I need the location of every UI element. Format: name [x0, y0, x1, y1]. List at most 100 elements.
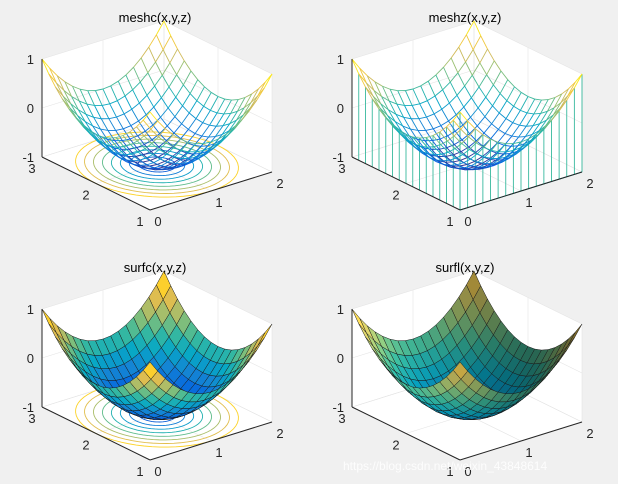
mesh-line	[166, 153, 175, 158]
mesh-line	[203, 141, 212, 145]
mesh-line	[425, 128, 434, 131]
mesh-line	[177, 48, 185, 62]
mesh-line	[529, 135, 538, 143]
mesh-line	[165, 134, 174, 144]
mesh-line	[145, 157, 154, 164]
mesh-line	[215, 125, 224, 137]
mesh-line	[236, 97, 246, 112]
mesh-line	[256, 87, 265, 101]
mesh-line	[442, 89, 450, 104]
mesh-line	[146, 85, 155, 96]
mesh-line	[531, 130, 540, 135]
mesh-line	[237, 107, 245, 112]
mesh-line	[486, 60, 495, 75]
mesh-line	[193, 145, 202, 155]
mesh-line	[475, 146, 484, 153]
mesh-line	[485, 96, 493, 107]
mesh-line	[471, 62, 481, 76]
mesh-line	[41, 58, 50, 74]
mesh-line	[161, 62, 171, 76]
mesh-line	[140, 166, 148, 169]
y-axis-line	[351, 156, 461, 211]
mesh-line	[426, 116, 434, 130]
mesh-line	[216, 125, 224, 127]
mesh-line	[166, 147, 175, 155]
mesh-line	[190, 70, 199, 80]
mesh-line	[485, 158, 493, 164]
mesh-line	[454, 139, 463, 145]
mesh-line	[159, 142, 167, 150]
mesh-line	[145, 106, 155, 116]
mesh-line	[115, 137, 125, 147]
mesh-line	[56, 82, 65, 91]
x-tick-label: 0	[154, 214, 161, 229]
mesh-line	[463, 158, 471, 164]
mesh-line	[472, 35, 482, 50]
mesh-line	[152, 116, 161, 126]
mesh-line	[189, 156, 198, 159]
mesh-line	[487, 48, 495, 62]
mesh-line	[166, 116, 176, 127]
mesh-line	[381, 96, 389, 111]
mesh-line	[525, 113, 535, 127]
mesh-line	[182, 70, 192, 86]
mesh-line	[204, 148, 213, 155]
mesh-line	[466, 160, 475, 165]
mesh-line	[85, 113, 94, 118]
mesh-line	[124, 153, 132, 156]
mesh-line	[506, 149, 515, 153]
mesh-line	[190, 158, 199, 163]
mesh-line	[405, 134, 413, 138]
mesh-line	[185, 153, 194, 161]
mesh-line	[439, 126, 447, 133]
mesh-line	[567, 81, 576, 97]
mesh-line	[517, 143, 525, 147]
mesh-line	[156, 160, 165, 165]
grid-line	[163, 20, 273, 75]
mesh-line	[117, 153, 125, 156]
mesh-line	[478, 86, 487, 98]
mesh-line	[133, 67, 141, 83]
mesh-line	[366, 75, 375, 91]
mesh-line	[173, 123, 182, 134]
mesh-line	[452, 119, 462, 130]
mesh-line	[426, 146, 436, 156]
mesh-line	[492, 105, 500, 114]
mesh-line	[188, 100, 198, 114]
z-tick-label: 0	[27, 101, 34, 116]
mesh-line	[458, 34, 467, 48]
mesh-line	[446, 126, 455, 137]
mesh-line	[493, 161, 501, 164]
mesh-line	[504, 122, 514, 134]
mesh-line	[418, 118, 427, 131]
mesh-line	[147, 167, 155, 169]
mesh-line	[238, 97, 246, 100]
mesh-line	[495, 153, 504, 161]
mesh-line	[459, 111, 468, 122]
mesh-line	[64, 81, 73, 97]
mesh-line	[419, 100, 428, 105]
mesh-line	[483, 132, 492, 140]
mesh-line	[138, 102, 147, 116]
mesh-line	[461, 143, 470, 150]
mesh-line	[390, 88, 398, 92]
mesh-line	[506, 100, 514, 107]
mesh-line	[402, 125, 411, 130]
mesh-line	[378, 108, 387, 118]
surface-patch	[142, 361, 158, 380]
mesh-line	[505, 106, 515, 119]
mesh-line	[522, 142, 531, 150]
grid-line	[351, 20, 475, 60]
mesh-line	[170, 35, 178, 50]
mesh-line	[143, 135, 153, 144]
mesh-line	[525, 125, 534, 137]
mesh-line	[218, 133, 227, 140]
mesh-line	[219, 135, 228, 143]
mesh-line	[250, 88, 259, 103]
mesh-line	[133, 164, 142, 168]
mesh-line	[518, 125, 527, 138]
mesh-line	[406, 139, 414, 144]
grid-line	[41, 20, 165, 60]
